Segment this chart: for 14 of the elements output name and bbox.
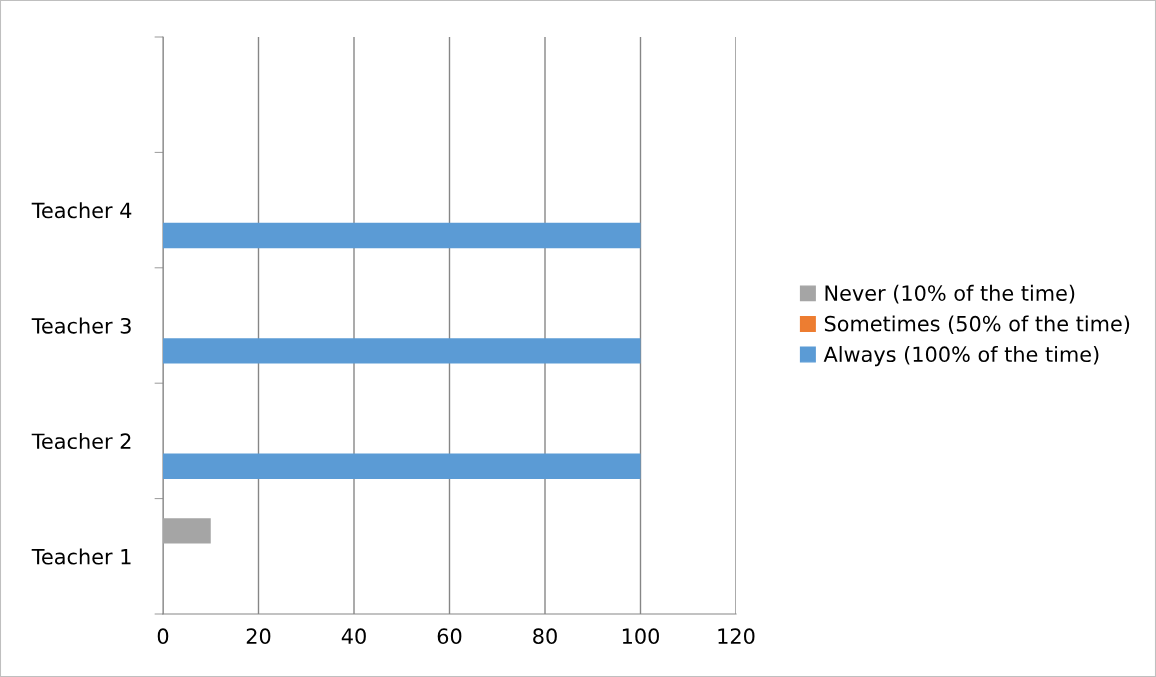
x-tick-label: 60 [437,628,462,645]
x-tick-label: 0 [157,628,169,645]
x-tick-label: 40 [341,628,366,645]
legend-label: Never (10% of the time) [825,284,1075,304]
y-tick-label: Teacher 1 [31,548,131,565]
x-tick-label: 100 [622,628,659,645]
x-tick-label: 20 [246,628,271,645]
legend-label: Always (100% of the time) [823,346,1099,367]
y-tick-label: Teacher 4 [31,202,132,219]
x-tick-label: 120 [718,628,755,645]
legend-label: Sometimes (50% of the time) [824,315,1130,334]
y-tick-label: Teacher 2 [31,432,131,450]
y-tick-label: Teacher 3 [31,317,131,334]
x-tick-label: 80 [533,628,557,645]
